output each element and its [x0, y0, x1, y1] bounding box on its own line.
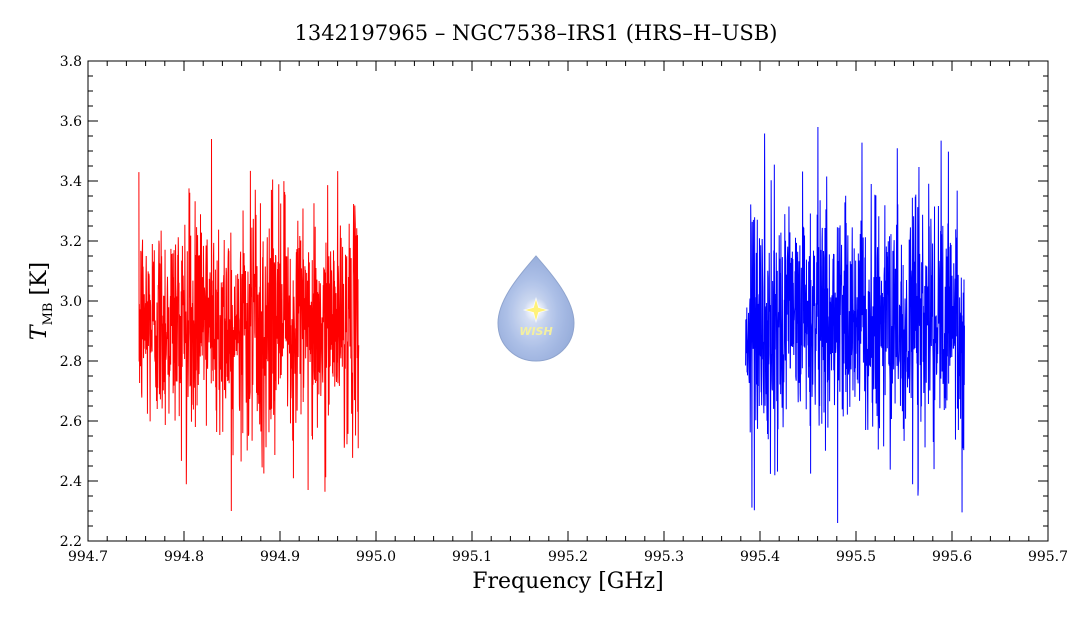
x-tick-label: 994.9: [260, 549, 300, 565]
y-tick-label: 2.4: [60, 474, 82, 490]
ticks-layer: [87, 60, 1049, 542]
series-line-1: [138, 138, 360, 512]
y-tick-label: 3.0: [60, 294, 82, 310]
x-tick-labels: 994.7 994.8 994.9 995.0 995.1 995.2 995.3 995.4…: [68, 549, 1068, 565]
wish-logo: WISH: [497, 255, 575, 362]
x-tick-label: 994.8: [164, 549, 204, 565]
y-tick-label: 3.6: [60, 114, 82, 130]
x-tick-label: 995.5: [836, 549, 876, 565]
chart-title: 1342197965 – NGC7538–IRS1 (HRS–H–USB): [295, 21, 778, 45]
y-axis-label: TMB [K]: [27, 262, 56, 340]
y-tick-label: 2.8: [60, 354, 82, 370]
x-axis-label: Frequency [GHz]: [472, 569, 664, 594]
y-tick-label: 2.6: [60, 414, 82, 430]
x-tick-label: 994.7: [68, 549, 108, 565]
x-tick-label: 995.1: [452, 549, 492, 565]
series-layer: [138, 126, 965, 524]
y-tick-label: 2.2: [60, 534, 82, 550]
logo-text: WISH: [519, 325, 552, 338]
y-axis-label-main: T: [27, 323, 52, 340]
y-tick-labels: 2.2 2.4 2.6 2.8 3.0 3.2 3.4 3.6 3.8: [60, 54, 82, 550]
y-tick-label: 3.2: [60, 234, 82, 250]
y-axis-label-unit: [K]: [27, 262, 52, 296]
x-tick-label: 995.7: [1028, 549, 1068, 565]
y-tick-label: 3.8: [60, 54, 82, 70]
y-axis-label-sub: MB: [41, 303, 56, 326]
x-tick-label: 995.2: [548, 549, 588, 565]
x-tick-label: 995.6: [932, 549, 972, 565]
y-tick-label: 3.4: [60, 174, 82, 190]
x-tick-label: 995.3: [644, 549, 684, 565]
x-tick-label: 995.0: [356, 549, 396, 565]
series-line-2: [745, 126, 965, 524]
svg-text:TMB [K]: TMB [K]: [27, 262, 56, 340]
x-tick-label: 995.4: [740, 549, 780, 565]
